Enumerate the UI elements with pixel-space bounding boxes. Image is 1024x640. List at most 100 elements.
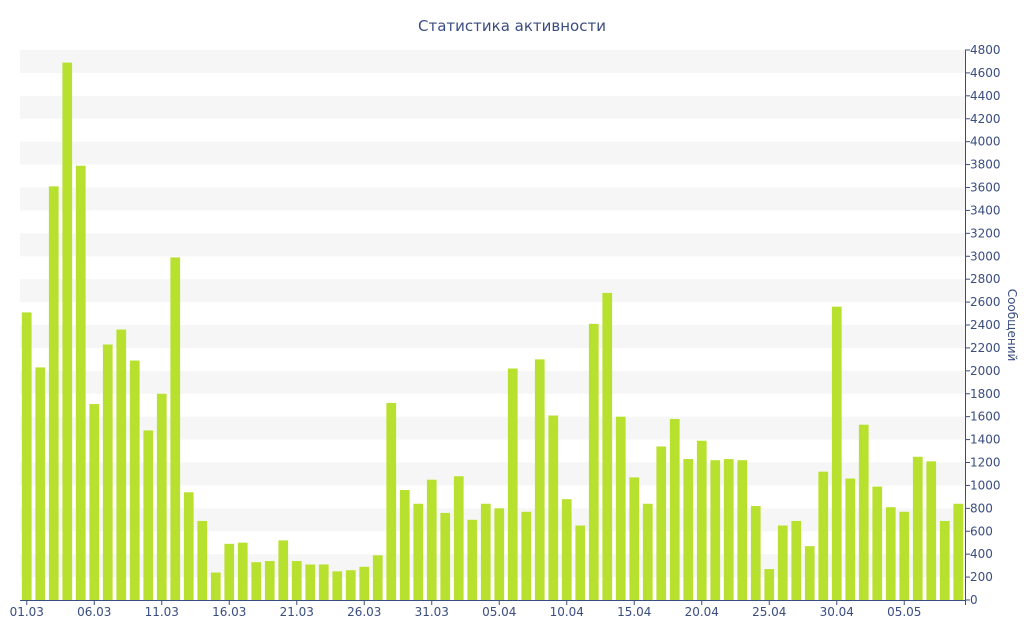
bar bbox=[332, 571, 343, 600]
bar bbox=[251, 562, 262, 600]
bar bbox=[642, 503, 653, 600]
x-tick-label: 11.03 bbox=[145, 605, 179, 619]
bar bbox=[129, 360, 140, 600]
y-axis-label: Сообщений bbox=[1005, 289, 1019, 362]
chart-title: Статистика активности bbox=[418, 17, 606, 35]
bar bbox=[143, 430, 154, 600]
grid-band bbox=[20, 233, 965, 257]
bar bbox=[183, 492, 194, 600]
x-axis-ticks: 01.03 06.03 11.03 16.03 21.03 26.03 31.03 05.04… bbox=[10, 600, 921, 619]
y-tick-label: 1600 bbox=[970, 410, 1001, 424]
bar bbox=[912, 456, 923, 600]
x-tick-label: 25.04 bbox=[752, 605, 786, 619]
bar bbox=[494, 508, 505, 600]
bar bbox=[548, 415, 559, 600]
grid-band bbox=[20, 141, 965, 165]
grid-band bbox=[20, 416, 965, 440]
bar bbox=[35, 367, 46, 600]
bar bbox=[683, 459, 694, 600]
y-tick-label: 1000 bbox=[970, 478, 1001, 492]
bar bbox=[737, 460, 748, 600]
x-tick-label: 01.03 bbox=[10, 605, 44, 619]
bar bbox=[507, 368, 518, 600]
x-tick-label: 06.03 bbox=[77, 605, 111, 619]
grid-band bbox=[20, 279, 965, 303]
bar bbox=[723, 459, 734, 600]
bar bbox=[453, 476, 464, 600]
y-tick-label: 3600 bbox=[970, 181, 1001, 195]
bar bbox=[710, 460, 721, 600]
bar bbox=[899, 511, 910, 600]
bar bbox=[467, 519, 478, 600]
x-tick-label: 16.03 bbox=[212, 605, 246, 619]
bar bbox=[561, 499, 572, 600]
y-tick-label: 4000 bbox=[970, 135, 1001, 149]
bar bbox=[62, 62, 73, 601]
bar bbox=[953, 503, 964, 600]
y-tick-label: 4600 bbox=[970, 66, 1001, 80]
bar bbox=[291, 561, 302, 600]
bar bbox=[156, 393, 167, 600]
bar bbox=[750, 506, 761, 600]
bar bbox=[939, 520, 950, 600]
grid-band bbox=[20, 50, 965, 73]
y-tick-label: 3000 bbox=[970, 249, 1001, 263]
bar bbox=[372, 555, 383, 600]
y-tick-label: 2200 bbox=[970, 341, 1001, 355]
y-tick-label: 400 bbox=[970, 547, 993, 561]
bar bbox=[858, 424, 869, 600]
x-tick-label: 30.04 bbox=[820, 605, 854, 619]
bar bbox=[615, 416, 626, 600]
bar bbox=[237, 542, 248, 600]
y-tick-label: 2800 bbox=[970, 272, 1001, 286]
y-tick-label: 4800 bbox=[970, 43, 1001, 57]
bar bbox=[588, 323, 599, 600]
bar bbox=[89, 404, 100, 600]
y-tick-label: 200 bbox=[970, 570, 993, 584]
bar bbox=[386, 402, 397, 600]
bar bbox=[413, 503, 424, 600]
bar bbox=[764, 569, 775, 600]
y-tick-label: 2600 bbox=[970, 295, 1001, 309]
bar bbox=[48, 186, 59, 600]
y-tick-label: 600 bbox=[970, 524, 993, 538]
bar bbox=[777, 525, 788, 600]
bar bbox=[669, 418, 680, 600]
bar bbox=[575, 525, 586, 600]
bar bbox=[264, 561, 275, 600]
bar bbox=[305, 564, 316, 600]
bar bbox=[926, 461, 937, 600]
x-tick-label: 21.03 bbox=[280, 605, 314, 619]
x-tick-label: 31.03 bbox=[415, 605, 449, 619]
bar bbox=[521, 511, 532, 600]
y-tick-label: 3400 bbox=[970, 203, 1001, 217]
bar bbox=[629, 477, 640, 600]
bar bbox=[170, 257, 181, 600]
bar bbox=[102, 344, 113, 600]
grid-bands bbox=[20, 50, 965, 578]
y-tick-label: 3800 bbox=[970, 158, 1001, 172]
grid-band bbox=[20, 95, 965, 119]
x-tick-label: 10.04 bbox=[550, 605, 584, 619]
bar bbox=[534, 359, 545, 601]
bar bbox=[696, 440, 707, 600]
bar bbox=[480, 503, 491, 600]
bar bbox=[21, 312, 32, 600]
y-tick-label: 2000 bbox=[970, 364, 1001, 378]
y-tick-label: 3200 bbox=[970, 226, 1001, 240]
y-tick-label: 1800 bbox=[970, 387, 1001, 401]
bar-series bbox=[21, 62, 964, 601]
bar bbox=[278, 540, 289, 600]
bar bbox=[210, 572, 221, 600]
bar bbox=[426, 479, 437, 600]
bar bbox=[224, 543, 235, 600]
bar bbox=[791, 520, 802, 600]
bar bbox=[831, 306, 842, 600]
y-tick-label: 800 bbox=[970, 501, 993, 515]
x-tick-label: 20.04 bbox=[685, 605, 719, 619]
y-tick-label: 2400 bbox=[970, 318, 1001, 332]
bar bbox=[318, 564, 329, 600]
bar bbox=[345, 570, 356, 600]
y-tick-label: 0 bbox=[970, 593, 978, 607]
